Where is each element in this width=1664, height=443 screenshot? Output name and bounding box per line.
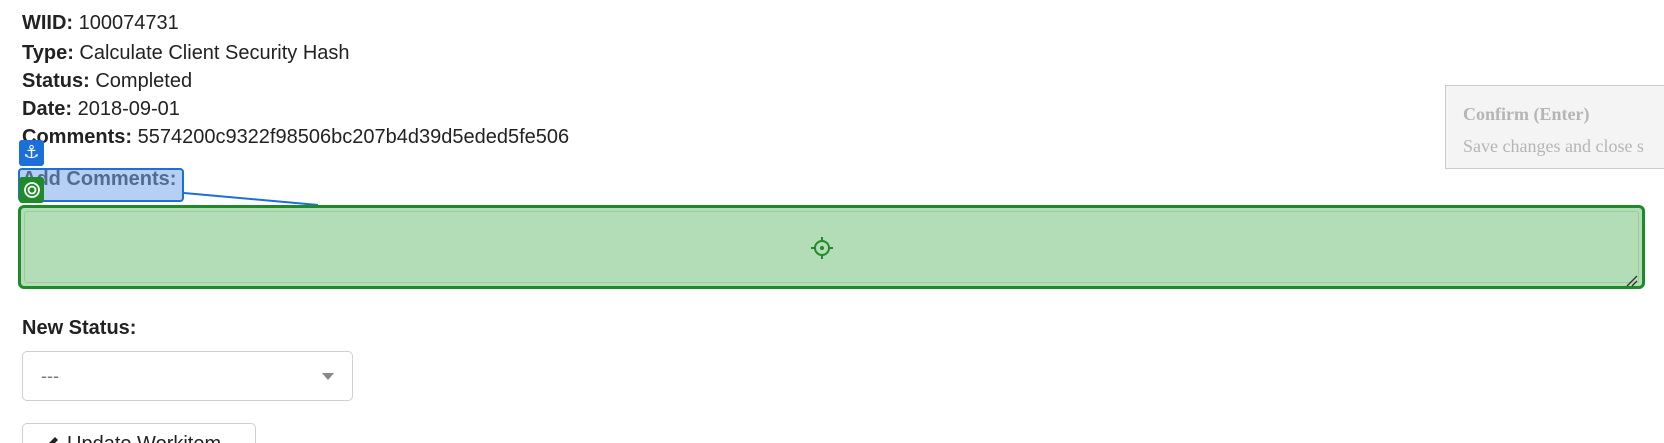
new-status-selected-value: --- (41, 366, 59, 386)
comments-value: 5574200c9322f98506bc207b4d39d5eded5fe506 (137, 126, 570, 148)
date-label: Date: (22, 98, 73, 120)
confirm-tooltip-description: Save changes and close s (1463, 136, 1644, 156)
status-line: Status: Completed (22, 69, 192, 93)
status-value: Completed (95, 70, 193, 92)
update-workitem-label: Update Workitem (67, 433, 221, 443)
pencil-icon (49, 437, 58, 443)
confirm-tooltip: Confirm (Enter) Save changes and close s (1445, 85, 1664, 169)
crosshair-icon (811, 237, 833, 259)
wiid-label: WIID: (22, 12, 74, 34)
new-status-label: New Status: (22, 317, 137, 339)
type-value: Calculate Client Security Hash (79, 42, 350, 64)
confirm-tooltip-title: Confirm (Enter) (1463, 104, 1590, 124)
date-line: Date: 2018-09-01 (22, 97, 180, 121)
target-icon (19, 177, 44, 203)
type-label: Type: (22, 42, 74, 64)
resize-grip-icon[interactable] (1625, 274, 1638, 287)
label-highlight-overlay (18, 168, 184, 202)
date-value: 2018-09-01 (77, 98, 180, 120)
comments-line: Comments: 5574200c9322f98506bc207b4d39d5… (22, 125, 569, 149)
wiid-value: 100074731 (78, 12, 179, 34)
status-label: Status: (22, 70, 90, 92)
type-line: Type: Calculate Client Security Hash (22, 41, 350, 65)
wiid-line: WIID: 100074731 (22, 11, 179, 35)
update-workitem-button[interactable]: Update Workitem (22, 423, 256, 443)
chevron-down-icon (322, 373, 334, 380)
new-status-select[interactable]: --- (22, 351, 353, 401)
anchor-icon: ⚓ (19, 140, 44, 166)
comments-label: Comments: (22, 126, 133, 148)
